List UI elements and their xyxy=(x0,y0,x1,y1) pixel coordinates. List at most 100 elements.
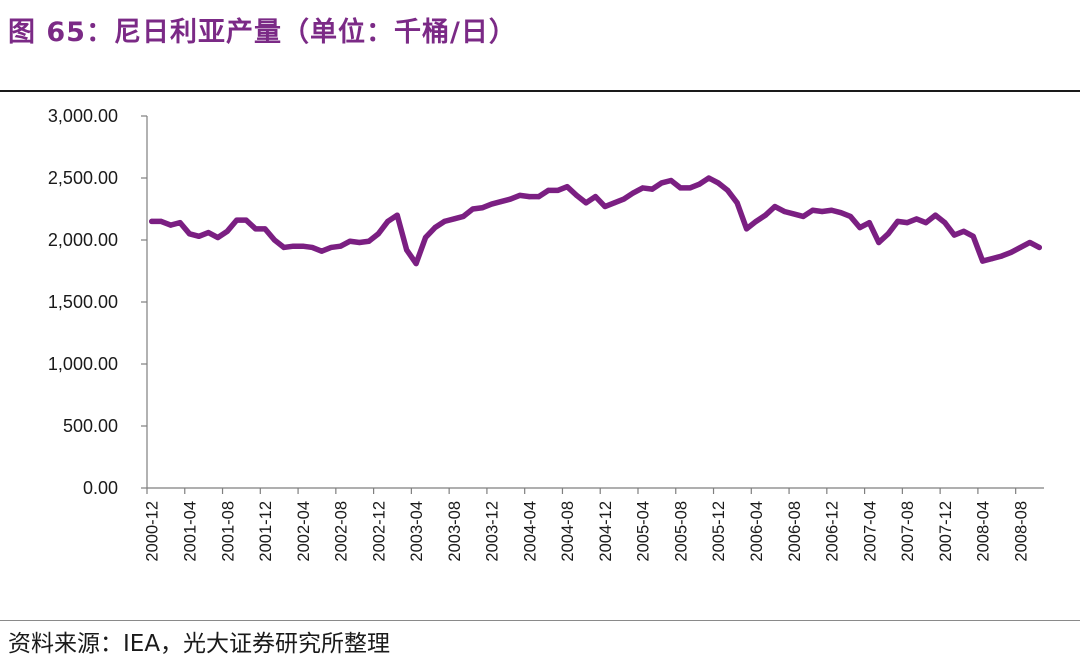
data-point xyxy=(460,213,466,220)
x-tick-label: 2007-12 xyxy=(937,501,955,562)
x-tick-label: 2004-12 xyxy=(597,501,615,562)
data-point xyxy=(479,205,485,211)
data-point xyxy=(186,231,193,237)
data-point xyxy=(366,238,372,244)
data-point xyxy=(677,185,684,191)
data-point xyxy=(734,200,740,206)
y-axis-ticks: 0.00 500.00 1,000.00 1,500.00 2,000.00 2,500.… xyxy=(48,106,147,498)
data-point xyxy=(347,238,353,244)
data-point xyxy=(498,198,504,205)
data-point xyxy=(252,226,259,232)
y-tick-label: 500.00 xyxy=(63,416,118,436)
y-tick-label: 3,000.00 xyxy=(48,106,118,126)
data-point xyxy=(885,231,891,237)
data-point xyxy=(196,233,202,239)
data-point xyxy=(725,187,731,193)
data-point xyxy=(980,258,986,264)
data-point xyxy=(422,234,429,241)
data-point xyxy=(375,231,381,237)
data-point xyxy=(913,216,920,222)
data-point xyxy=(847,213,854,220)
data-point xyxy=(564,184,570,190)
x-tick-label: 2005-04 xyxy=(635,501,653,562)
data-point xyxy=(951,232,957,238)
data-point xyxy=(649,186,655,192)
data-point xyxy=(545,187,551,193)
data-point xyxy=(555,187,561,193)
data-point xyxy=(819,208,825,215)
data-point xyxy=(168,222,174,228)
y-tick-label: 1,000.00 xyxy=(48,354,118,374)
y-tick-label: 2,500.00 xyxy=(48,168,118,188)
data-point xyxy=(224,228,230,234)
data-point xyxy=(857,225,863,231)
source-note: 资料来源：IEA，光大证券研究所整理 xyxy=(8,631,391,657)
x-tick-label: 2007-08 xyxy=(899,501,917,562)
data-point xyxy=(517,192,523,198)
data-point xyxy=(828,207,835,213)
x-tick-label: 2004-04 xyxy=(521,501,539,562)
data-point xyxy=(1017,244,1023,251)
data-point xyxy=(356,239,363,246)
x-tick-label: 2003-12 xyxy=(484,501,502,562)
data-point xyxy=(404,247,410,253)
data-point xyxy=(177,220,183,226)
x-tick-label: 2002-12 xyxy=(370,501,388,562)
data-point xyxy=(592,194,599,200)
data-point xyxy=(602,203,608,210)
x-tick-label: 2008-04 xyxy=(975,501,993,562)
data-point xyxy=(215,234,221,241)
data-point xyxy=(507,196,514,202)
x-tick-label: 2006-08 xyxy=(786,501,804,562)
data-point xyxy=(753,218,759,224)
data-point xyxy=(281,244,287,251)
data-point xyxy=(800,213,806,220)
data-point xyxy=(668,177,674,184)
data-point xyxy=(640,185,646,191)
x-tick-label: 2003-08 xyxy=(446,501,464,562)
data-point xyxy=(781,208,787,215)
y-tick-label: 2,000.00 xyxy=(48,230,118,250)
data-point xyxy=(432,225,438,231)
data-point xyxy=(300,243,306,249)
x-tick-label: 2002-08 xyxy=(333,501,351,562)
data-point xyxy=(309,244,315,251)
data-point xyxy=(149,218,155,224)
data-point xyxy=(923,220,929,226)
data-point xyxy=(658,180,665,186)
data-point xyxy=(810,207,816,213)
series-layer xyxy=(148,175,1043,267)
data-point xyxy=(961,228,967,234)
x-tick-label: 2001-12 xyxy=(257,501,275,562)
data-point xyxy=(866,220,872,226)
data-point xyxy=(526,194,533,200)
data-point xyxy=(942,220,948,226)
x-tick-label: 2006-12 xyxy=(824,501,842,562)
data-point xyxy=(706,175,712,181)
data-point xyxy=(630,190,636,196)
data-point xyxy=(243,217,249,223)
data-point xyxy=(574,192,580,198)
data-point xyxy=(895,218,901,224)
data-point xyxy=(715,180,721,186)
x-tick-label: 2000-12 xyxy=(144,501,162,562)
data-point xyxy=(337,243,344,249)
data-point xyxy=(489,201,495,207)
x-tick-label: 2004-08 xyxy=(559,501,577,562)
x-axis-ticks: 2000-12 2001-04 2001-08 2001-12 2002-04 2002-… xyxy=(144,488,1030,562)
data-point xyxy=(1027,239,1033,246)
data-point xyxy=(998,253,1005,259)
data-point xyxy=(791,211,797,217)
data-point xyxy=(932,212,939,218)
x-tick-label: 2001-08 xyxy=(219,501,237,562)
data-point xyxy=(394,212,400,218)
data-point xyxy=(687,185,693,191)
x-tick-label: 2005-08 xyxy=(672,501,690,562)
title-rule xyxy=(0,90,1080,92)
data-point xyxy=(413,260,419,267)
data-point xyxy=(611,200,617,206)
data-point xyxy=(441,218,448,224)
data-point xyxy=(319,248,325,254)
data-point xyxy=(743,226,750,232)
